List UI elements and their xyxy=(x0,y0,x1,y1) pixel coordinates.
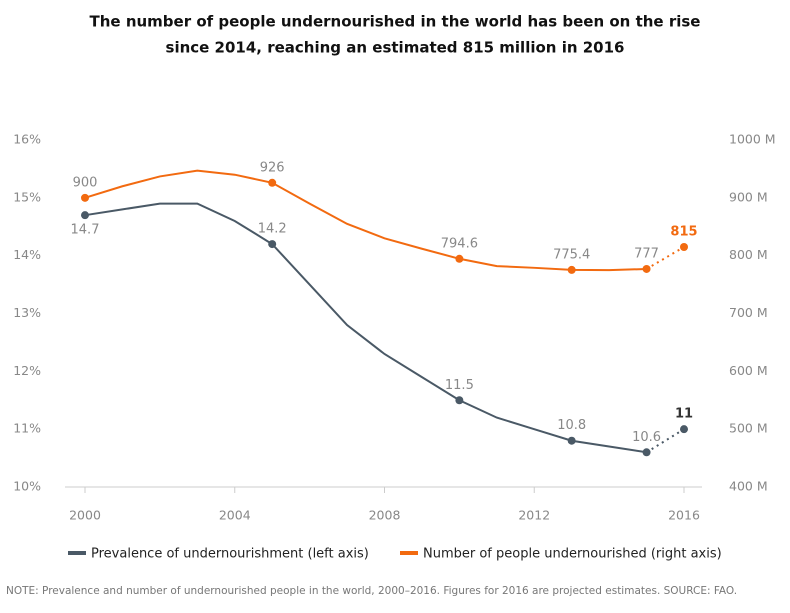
y2-tick-label: 800 M xyxy=(729,247,768,262)
y2-tick-label: 500 M xyxy=(729,421,768,436)
marker xyxy=(268,240,277,249)
x-tick-label: 2000 xyxy=(69,508,101,523)
y-tick-label: 11% xyxy=(13,421,41,436)
data-label: 14.7 xyxy=(71,223,100,238)
data-label: 10.8 xyxy=(557,418,586,433)
legend-label: Prevalence of undernourishment (left axi… xyxy=(91,547,369,562)
data-label: 777 xyxy=(634,246,659,261)
data-label: 794.6 xyxy=(441,236,478,251)
data-label: 14.2 xyxy=(258,222,287,237)
y2-tick-label: 700 M xyxy=(729,305,768,320)
marker xyxy=(81,211,89,220)
y-tick-label: 13% xyxy=(13,305,41,320)
marker xyxy=(680,425,688,434)
y2-tick-label: 400 M xyxy=(729,479,768,494)
data-label: 775.4 xyxy=(553,247,590,262)
marker xyxy=(567,265,576,274)
y2-tick-label: 1000 M xyxy=(729,132,776,147)
series-line xyxy=(84,202,647,454)
y2-tick-label: 600 M xyxy=(729,363,768,378)
marker xyxy=(642,448,651,457)
y-tick-label: 16% xyxy=(13,132,41,147)
y-tick-label: 10% xyxy=(13,479,41,494)
marker xyxy=(455,254,464,263)
data-label: 926 xyxy=(260,160,285,175)
note: NOTE: Prevalence and number of undernour… xyxy=(6,585,737,597)
data-label: 11.5 xyxy=(445,378,474,393)
marker xyxy=(567,436,576,445)
y-tick-label: 15% xyxy=(13,189,41,204)
y2-tick-label: 900 M xyxy=(729,189,768,204)
projected-segment xyxy=(646,246,685,270)
x-tick-label: 2008 xyxy=(369,508,401,523)
x-tick-label: 2004 xyxy=(219,508,251,523)
data-label: 10.6 xyxy=(632,430,661,445)
data-label: 815 xyxy=(670,224,697,239)
y-tick-label: 12% xyxy=(13,363,41,378)
x-tick-label: 2016 xyxy=(668,508,700,523)
marker xyxy=(680,242,688,251)
chart-title: since 2014, reaching an estimated 815 mi… xyxy=(166,39,625,57)
series-line xyxy=(84,169,647,272)
data-label: 900 xyxy=(73,175,98,190)
marker xyxy=(455,396,464,405)
data-label: 11 xyxy=(675,407,693,422)
projected-segment xyxy=(646,428,685,454)
x-tick-label: 2012 xyxy=(518,508,550,523)
marker xyxy=(642,264,651,273)
y-tick-label: 14% xyxy=(13,247,41,262)
legend-label: Number of people undernourished (right a… xyxy=(423,547,722,562)
chart-title: The number of people undernourished in t… xyxy=(90,13,701,31)
marker xyxy=(81,193,89,202)
marker xyxy=(268,178,277,187)
